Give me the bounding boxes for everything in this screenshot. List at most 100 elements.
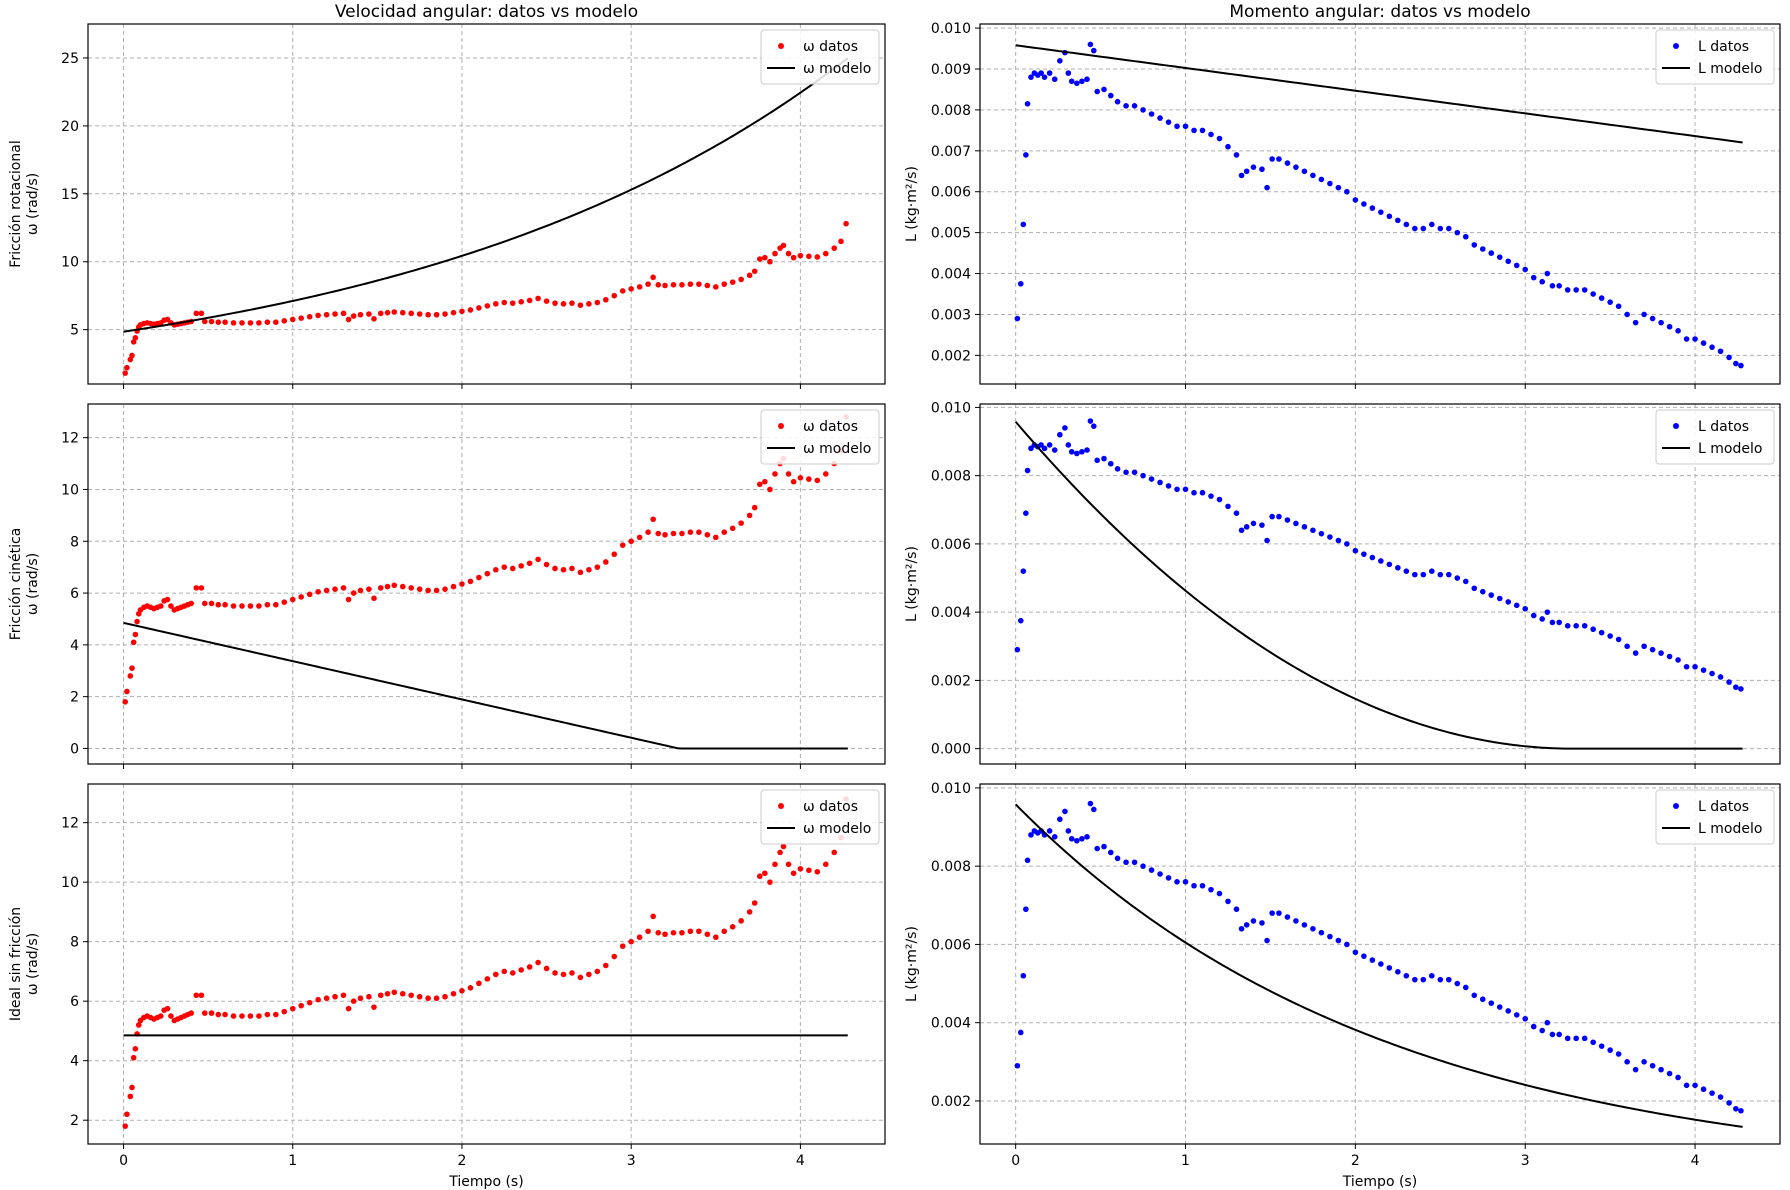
- data-point: [208, 600, 215, 607]
- data-point: [1675, 328, 1681, 334]
- data-point: [222, 1011, 228, 1018]
- data-point: [1539, 616, 1546, 622]
- data-point: [1683, 1082, 1690, 1089]
- data-point: [1530, 1023, 1537, 1030]
- data-point: [1683, 336, 1690, 342]
- data-point: [476, 305, 482, 311]
- y-tick-label: 20: [61, 119, 79, 135]
- data-point: [746, 272, 753, 279]
- y-tick-label: 0.004: [931, 1016, 971, 1032]
- data-point: [1445, 976, 1452, 983]
- data-point: [371, 1004, 377, 1010]
- data-point: [1028, 832, 1034, 838]
- data-point: [1024, 857, 1031, 864]
- data-point: [814, 254, 821, 260]
- data-point: [1641, 643, 1647, 650]
- legend-entry: ω modelo: [803, 821, 871, 837]
- data-point: [772, 471, 778, 477]
- data-point: [628, 538, 634, 545]
- data-point: [1310, 925, 1316, 932]
- data-point: [1658, 319, 1664, 326]
- data-point: [201, 600, 208, 607]
- data-point: [1091, 47, 1097, 54]
- data-point: [1094, 845, 1100, 852]
- plot-area: [122, 414, 849, 750]
- legend: L datos L modelo: [1655, 29, 1775, 85]
- data-point: [1530, 274, 1537, 281]
- data-point: [569, 300, 575, 306]
- data-point: [350, 590, 357, 596]
- data-point: [256, 320, 262, 326]
- data-point: [208, 1010, 215, 1016]
- data-point: [1051, 76, 1058, 83]
- data-point: [1157, 871, 1163, 877]
- series-datos: [1014, 418, 1744, 692]
- data-point: [340, 585, 347, 591]
- data-point: [628, 286, 634, 292]
- data-point: [611, 953, 618, 960]
- data-point: [1726, 354, 1732, 361]
- data-point: [1087, 418, 1094, 424]
- data-point: [1344, 188, 1350, 195]
- data-point: [767, 486, 773, 493]
- data-point: [201, 1010, 208, 1016]
- data-point: [1573, 623, 1579, 629]
- data-point: [164, 316, 171, 323]
- data-point: [484, 570, 491, 577]
- data-point: [721, 529, 728, 536]
- data-point: [298, 1002, 305, 1009]
- legend-marker-datos: [778, 43, 784, 49]
- data-point: [1598, 629, 1605, 636]
- data-point: [1615, 636, 1622, 643]
- data-point: [132, 335, 139, 341]
- data-point: [215, 319, 222, 325]
- data-point: [1020, 972, 1027, 979]
- data-point: [679, 282, 685, 288]
- data-point: [843, 220, 849, 227]
- data-point: [1437, 225, 1444, 232]
- data-point: [1361, 953, 1367, 959]
- data-point: [157, 1013, 164, 1019]
- data-point: [1412, 571, 1418, 578]
- y-axis-label-line: Ideal sin fricción: [8, 907, 24, 1021]
- legend-entry: L modelo: [1698, 61, 1762, 77]
- data-point: [1675, 657, 1681, 663]
- y-tick-label: 10: [61, 482, 79, 498]
- data-point: [1692, 336, 1698, 342]
- data-point: [1590, 1039, 1596, 1046]
- data-point: [124, 364, 130, 371]
- data-point: [366, 993, 372, 1000]
- legend-entry: L datos: [1698, 799, 1749, 815]
- data-point: [1429, 568, 1435, 575]
- data-point: [1429, 221, 1435, 228]
- data-point: [371, 315, 377, 322]
- legend-marker-datos: [778, 803, 784, 809]
- data-point: [1293, 918, 1299, 924]
- data-point: [1615, 303, 1622, 310]
- y-tick-label: 0.002: [931, 1094, 971, 1110]
- data-point: [425, 311, 431, 318]
- data-point: [1649, 646, 1656, 653]
- data-point: [1335, 937, 1342, 944]
- y-axis-label-line: ω (rad/s): [25, 933, 41, 995]
- data-point: [543, 965, 550, 972]
- data-point: [1114, 855, 1121, 862]
- data-point: [501, 968, 508, 975]
- data-point: [611, 292, 618, 299]
- subplot-title: Velocidad angular: datos vs modelo: [335, 2, 638, 22]
- data-point: [1395, 564, 1401, 571]
- data-point: [790, 478, 797, 485]
- data-point: [785, 250, 792, 257]
- data-point: [1087, 41, 1094, 48]
- data-point: [408, 310, 414, 317]
- data-point: [1318, 929, 1325, 936]
- legend-box: [1655, 29, 1775, 85]
- data-point: [433, 995, 440, 1002]
- data-point: [1564, 623, 1571, 629]
- data-point: [442, 586, 448, 592]
- x-tick-label: 1: [1181, 1153, 1190, 1169]
- legend-box: [1655, 789, 1775, 845]
- data-point: [1488, 592, 1495, 598]
- data-point: [822, 250, 829, 257]
- data-point: [1074, 450, 1080, 457]
